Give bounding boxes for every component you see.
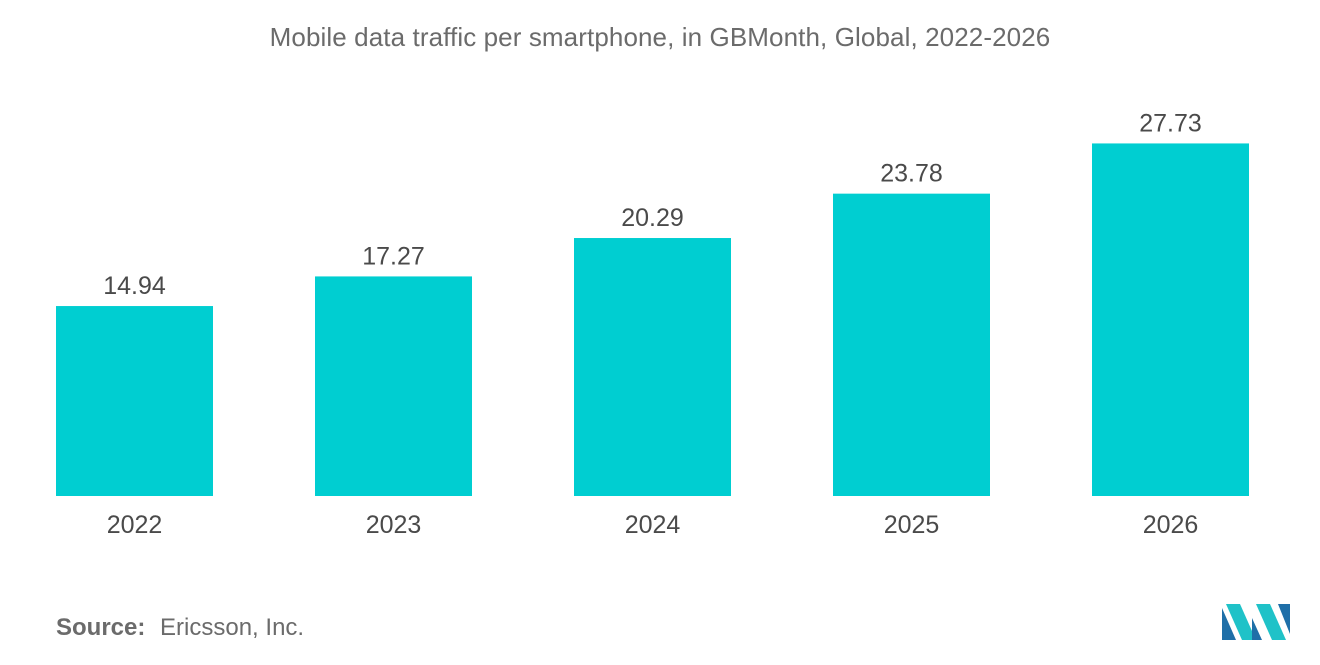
value-label-2023: 17.27 [362, 242, 425, 270]
value-label-2026: 27.73 [1139, 109, 1202, 137]
source-key: Source: [56, 614, 146, 641]
x-tick-label-2025: 2025 [884, 511, 940, 539]
x-tick-label-2023: 2023 [366, 511, 422, 539]
logo-shape-3 [1252, 618, 1262, 640]
source-note: Source: Ericsson, Inc. [56, 614, 304, 642]
source-value: Ericsson, Inc. [160, 614, 305, 641]
logo-shape-2 [1226, 604, 1256, 640]
x-tick-label-2022: 2022 [107, 511, 163, 539]
brand-logo [1222, 604, 1290, 640]
x-tick-label-2024: 2024 [625, 511, 681, 539]
bar-2022 [56, 306, 213, 496]
value-label-2025: 23.78 [880, 160, 943, 188]
bar-2023 [315, 276, 472, 496]
bar-2024 [574, 238, 731, 496]
value-label-2024: 20.29 [621, 204, 684, 232]
x-tick-label-2026: 2026 [1143, 511, 1199, 539]
bar-chart: 14.94 2022 17.27 2023 20.29 2024 23.78 2025 27.7… [56, 109, 1249, 539]
bar-2025 [833, 193, 990, 496]
value-label-2022: 14.94 [103, 272, 166, 300]
logo-shape-5 [1278, 604, 1290, 634]
logo-shape-4 [1256, 604, 1286, 640]
bar-2026 [1092, 143, 1249, 496]
chart-title: Mobile data traffic per smartphone, in G… [269, 22, 1051, 52]
logo-shape-1 [1222, 608, 1236, 640]
